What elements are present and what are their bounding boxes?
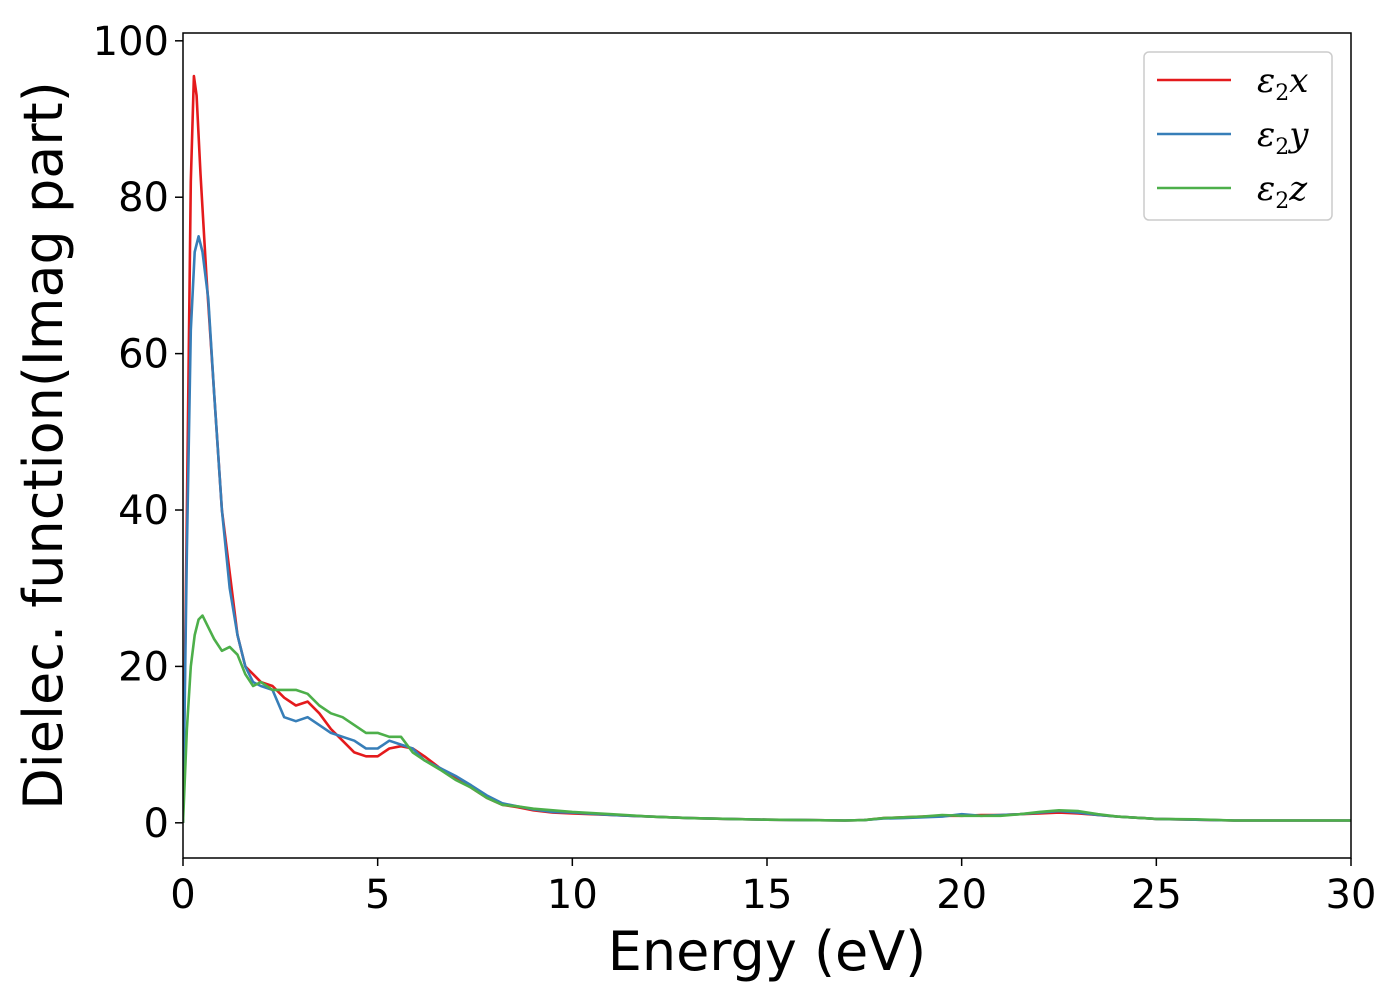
series-layer xyxy=(183,74,1351,823)
x-axis: 0 5 10 15 20 25 30 xyxy=(170,858,1376,918)
y-axis-label: Dielec. function(Imag part) xyxy=(12,81,75,810)
x-axis-label: Energy (eV) xyxy=(608,920,927,983)
y-tick-label: 80 xyxy=(118,175,169,221)
legend-label-y: ε2y xyxy=(1257,115,1309,160)
y-tick-label: 20 xyxy=(118,644,169,690)
y-tick-label: 40 xyxy=(118,488,169,534)
x-tick-label: 25 xyxy=(1131,872,1182,918)
x-tick-label: 10 xyxy=(547,872,598,918)
y-tick-label: 100 xyxy=(93,19,169,65)
y-axis: 0 20 40 60 80 100 xyxy=(93,19,183,847)
legend-label-z: ε2z xyxy=(1257,169,1308,214)
y-tick-label: 0 xyxy=(144,801,169,847)
legend-label-x: ε2x xyxy=(1257,61,1308,106)
x-tick-label: 30 xyxy=(1326,872,1377,918)
x-tick-label: 5 xyxy=(365,872,390,918)
series-line-y xyxy=(183,235,1351,823)
x-tick-label: 20 xyxy=(936,872,987,918)
y-tick-label: 60 xyxy=(118,332,169,378)
series-line-z xyxy=(183,614,1351,823)
legend-box xyxy=(1143,51,1333,221)
x-tick-label: 0 xyxy=(170,872,195,918)
legend: ε2x ε2y ε2z xyxy=(1143,51,1333,221)
x-tick-label: 15 xyxy=(742,872,793,918)
